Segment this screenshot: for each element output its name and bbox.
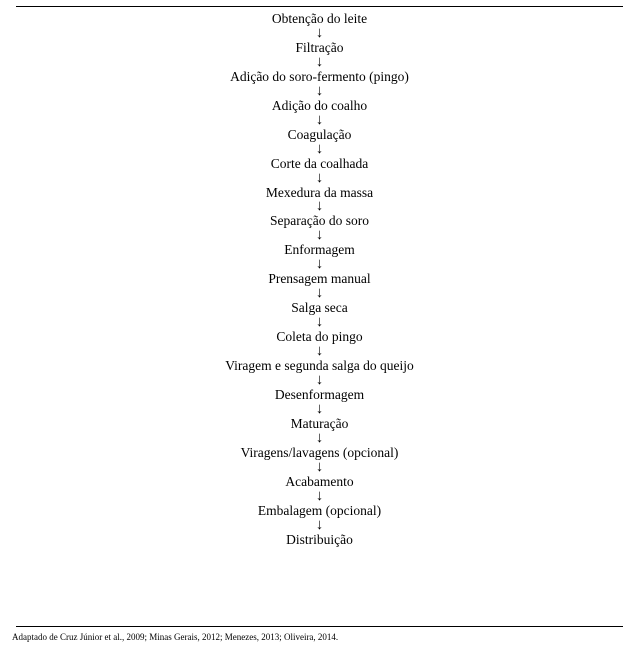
arrow-down-icon: ↓: [16, 431, 623, 446]
arrow-down-icon: ↓: [16, 84, 623, 99]
process-flow-figure: Obtenção do leite↓Filtração↓Adição do so…: [0, 0, 639, 645]
arrow-down-icon: ↓: [16, 228, 623, 243]
bottom-rule: [16, 626, 623, 627]
arrow-down-icon: ↓: [16, 460, 623, 475]
arrow-down-icon: ↓: [16, 199, 623, 214]
arrow-down-icon: ↓: [16, 286, 623, 301]
process-flow: Obtenção do leite↓Filtração↓Adição do so…: [16, 7, 623, 548]
arrow-down-icon: ↓: [16, 344, 623, 359]
arrow-down-icon: ↓: [16, 26, 623, 41]
arrow-down-icon: ↓: [16, 113, 623, 128]
flow-step: Distribuição: [16, 532, 623, 548]
arrow-down-icon: ↓: [16, 373, 623, 388]
arrow-down-icon: ↓: [16, 142, 623, 157]
arrow-down-icon: ↓: [16, 315, 623, 330]
figure-caption: Adaptado de Cruz Júnior et al., 2009; Mi…: [12, 632, 338, 642]
arrow-down-icon: ↓: [16, 489, 623, 504]
arrow-down-icon: ↓: [16, 55, 623, 70]
arrow-down-icon: ↓: [16, 402, 623, 417]
arrow-down-icon: ↓: [16, 257, 623, 272]
arrow-down-icon: ↓: [16, 171, 623, 186]
arrow-down-icon: ↓: [16, 518, 623, 533]
